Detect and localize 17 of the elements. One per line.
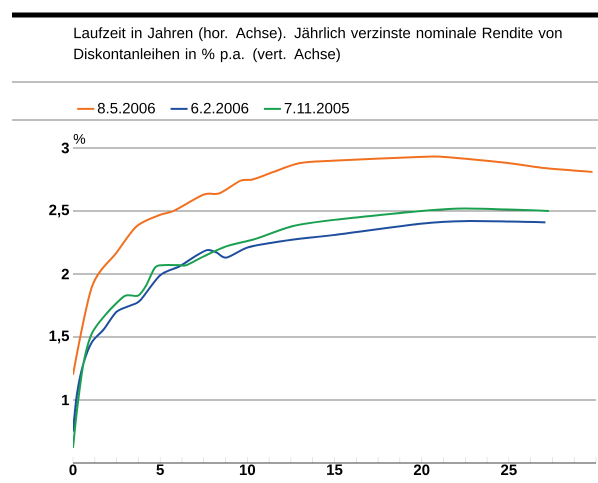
x-tick-label: 25: [501, 464, 517, 476]
legend-label: 7.11.2005: [284, 102, 349, 114]
y-tick-label: 2: [62, 268, 69, 280]
y-tick-label: 2,5: [49, 204, 70, 218]
line-series: [73, 156, 594, 376]
legend-label: 8.5.2006: [98, 102, 155, 114]
x-tick-label: 0: [69, 464, 77, 476]
y-tick-label: 3: [61, 142, 69, 154]
x-tick-label: 10: [240, 464, 256, 476]
legend-label: 6.2.2006: [191, 102, 248, 114]
x-tick-label: 5: [156, 464, 164, 475]
x-tick-label: 15: [327, 464, 342, 475]
y-tick-label: 1,5: [50, 330, 70, 344]
y-axis-title: %: [74, 134, 86, 144]
x-tick-label: 20: [414, 464, 430, 476]
chart-title: Laufzeit in Jahren (hor. Achse). Jährlich verzinste nominale Rendite von Diskontanleihen in % p.a. (vert. Achse): [74, 27, 562, 62]
y-tick-label: 1: [62, 394, 70, 406]
